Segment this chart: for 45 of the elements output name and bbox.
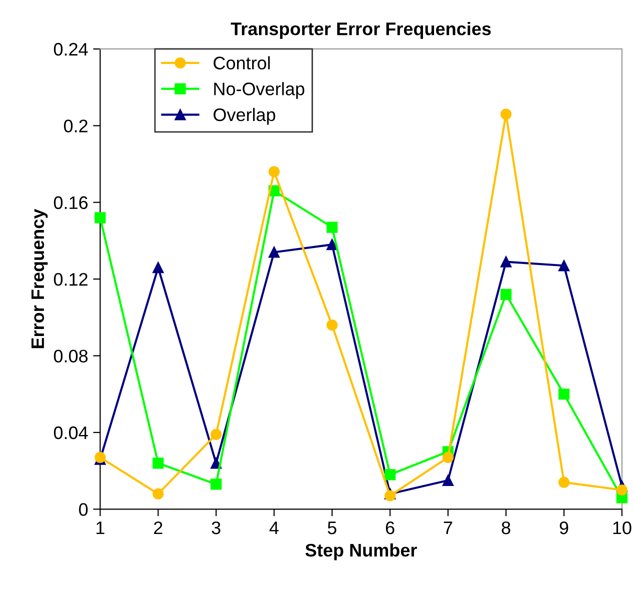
y-tick-label: 0.2 — [64, 120, 88, 132]
x-tick-label: 9 — [560, 521, 568, 534]
point — [94, 212, 106, 224]
point — [558, 476, 570, 488]
x-tick-label: 4 — [269, 522, 279, 534]
legend-label: Overlap — [214, 108, 276, 125]
point — [500, 288, 512, 300]
legend-label: Control — [214, 56, 270, 70]
point — [210, 428, 222, 440]
point — [210, 478, 222, 490]
x-tick-label: 2 — [154, 521, 162, 534]
y-tick-label: 0.04 — [54, 426, 88, 440]
x-tick-label: 1 — [96, 522, 104, 534]
point — [326, 320, 338, 331]
point — [152, 488, 164, 500]
chart-title: Transporter Error Frequencies — [230, 22, 491, 39]
x-axis-title: Step Number — [305, 543, 417, 560]
point — [500, 256, 512, 268]
legend-label: No-Overlap — [214, 82, 304, 99]
x-tick-label: 7 — [444, 522, 452, 534]
y-tick-label: 0 — [79, 503, 88, 516]
x-tick-label: 8 — [502, 521, 510, 534]
y-tick-label: 0.08 — [54, 350, 88, 362]
point — [500, 108, 512, 120]
point — [326, 222, 338, 233]
point — [442, 452, 454, 463]
y-tick-label: 0.12 — [54, 273, 88, 286]
y-axis-title: Error Frequency — [32, 208, 48, 348]
point — [616, 484, 628, 496]
x-tick-label: 6 — [386, 521, 394, 534]
x-tick-label: 10 — [613, 521, 632, 534]
point — [384, 469, 396, 480]
point — [326, 239, 338, 250]
y-tick-label: 0.16 — [54, 196, 88, 210]
y-tick-label: 0.24 — [54, 42, 88, 56]
point — [442, 474, 454, 486]
point — [558, 260, 570, 272]
x-tick-label: 3 — [212, 521, 220, 534]
point — [268, 246, 280, 258]
point — [268, 166, 280, 178]
point — [152, 262, 164, 274]
point — [384, 490, 396, 502]
point — [152, 458, 164, 469]
x-tick-label: 5 — [328, 522, 336, 534]
point — [558, 388, 570, 400]
